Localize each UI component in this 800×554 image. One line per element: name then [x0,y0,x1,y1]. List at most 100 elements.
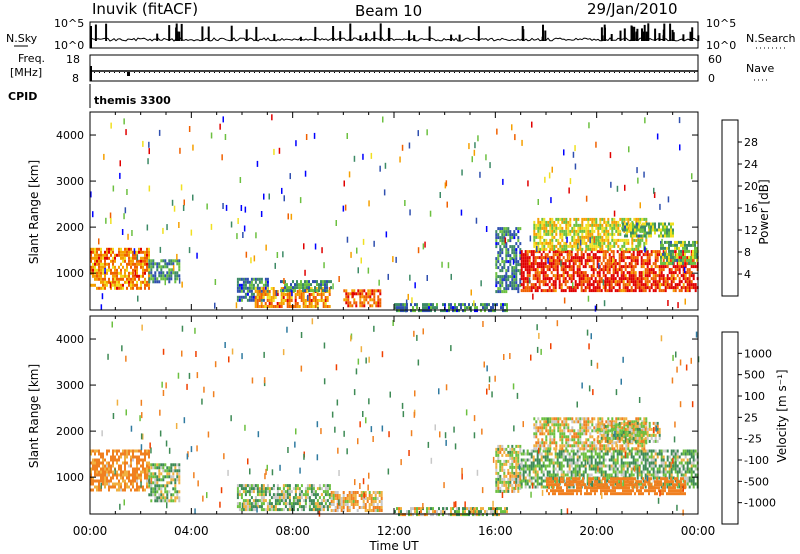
heatmap-cell [501,260,504,264]
heatmap-cell [178,265,181,269]
heatmap-cell [550,262,553,266]
heatmap-cell [586,458,589,462]
heatmap-cell [308,499,311,503]
heatmap-cell [306,493,309,497]
heatmap-cell [456,510,458,514]
heatmap-cell [108,280,110,284]
heatmap-cell [539,226,542,230]
heatmap-cell [503,474,506,478]
nave-dot [164,72,165,73]
heatmap-cell [441,261,443,268]
heatmap-cell [176,490,179,494]
heatmap-cell [178,262,181,266]
heatmap-cell [611,223,614,227]
heatmap-cell [602,265,605,269]
heatmap-cell [294,487,297,491]
heatmap-cell [580,461,583,465]
heatmap-cell [636,222,638,226]
heatmap-cell [422,243,425,250]
heatmap-cell [376,509,379,512]
heatmap-cell [565,226,568,230]
heatmap-cell [501,447,504,451]
heatmap-cell [320,286,322,290]
heatmap-cell [530,289,533,293]
heatmap-cell [402,306,404,310]
heatmap-cell [296,286,298,290]
heatmap-cell [575,229,578,233]
heatmap-cell [323,262,325,269]
heatmap-cell [522,277,525,281]
freq-trace [90,66,698,81]
heatmap-cell [610,455,613,459]
heatmap-cell [172,487,175,491]
heatmap-cell [122,277,124,281]
heatmap-cell [648,259,651,263]
heatmap-cell [166,469,169,473]
heatmap-cell [501,480,504,484]
beam-title: Beam 10 [355,2,422,20]
heatmap-cell [587,226,590,230]
heatmap-cell [590,473,593,477]
heatmap-cell [106,280,108,284]
heatmap-cell [576,283,579,287]
heatmap-cell [503,468,506,472]
heatmap-cell [670,286,673,290]
nave-dot [649,72,650,73]
heatmap-cell [632,458,635,462]
nave-dot [539,72,540,73]
heatmap-cell [559,217,562,221]
heatmap-cell [576,253,579,257]
heatmap-cell [320,293,323,296]
heatmap-cell [372,497,375,500]
heatmap-cell [513,465,516,469]
heatmap-cell [511,281,514,285]
heatmap-cell [634,225,636,229]
heatmap-cell [146,247,148,251]
heatmap-cell [330,503,333,506]
heatmap-cell [524,461,527,465]
heatmap-cell [646,253,649,257]
nave-dot [434,72,435,73]
heatmap-cell [324,289,326,293]
heatmap-cell [622,256,625,260]
heatmap-cell [497,281,500,285]
heatmap-cell [564,449,567,453]
heatmap-cell [648,280,651,284]
heatmap-cell [328,493,331,497]
heatmap-cell [660,268,663,272]
heatmap-cell [526,280,529,284]
nsky-spike [600,27,603,41]
heatmap-cell [542,271,545,275]
heatmap-cell [616,271,619,275]
heatmap-cell [632,461,635,465]
nsky-spike [230,25,233,41]
heatmap-cell [664,277,667,281]
heatmap-cell [252,277,255,281]
heatmap-cell [524,479,527,483]
heatmap-cell [272,293,275,296]
heatmap-cell [490,507,492,511]
heatmap-cell [534,256,537,260]
heatmap-cell [250,487,253,491]
heatmap-cell [276,502,279,506]
heatmap-cell [371,289,374,293]
heatmap-cell [130,455,132,459]
heatmap-cell [692,283,695,287]
heatmap-cell [572,268,575,272]
heatmap-cell [164,499,167,503]
heatmap-cell [345,292,348,296]
heatmap-cell [686,289,689,293]
heatmap-cell [240,298,243,302]
heatmap-cell [603,226,606,230]
heatmap-cell [245,251,248,258]
heatmap-cell [92,449,94,453]
heatmap-cell [250,502,253,506]
heatmap-cell [654,274,657,278]
heatmap-cell [114,455,116,459]
heatmap-cell [658,222,660,226]
heatmap-cell [272,487,275,491]
heatmap-cell [637,238,640,242]
heatmap-cell [136,464,138,468]
heatmap-cell [156,484,159,488]
